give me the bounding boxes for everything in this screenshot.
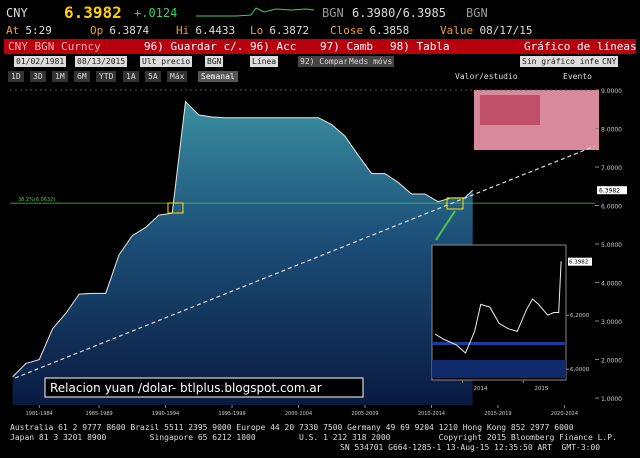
inset-band (432, 360, 566, 378)
price: 6.3982 (64, 3, 122, 22)
last-label: 6.3982 (599, 188, 620, 195)
menu-item[interactable]: 98) Tabla (390, 40, 450, 53)
menu-item[interactable]: 96) Guardar c/. (144, 40, 244, 53)
stat-label: Lo (250, 24, 264, 37)
bid-ask: 6.3980/6.3985 (352, 6, 446, 20)
stat-value: 6.4433 (195, 24, 236, 37)
y-tick-label: 5.0000 (601, 242, 622, 249)
x-tick-label: 2005-2009 (351, 411, 378, 417)
source: BGN (466, 6, 488, 20)
period-button[interactable]: 1A (123, 71, 139, 82)
highlight-box (446, 197, 464, 210)
menu-item[interactable]: 97) Camb (320, 40, 373, 53)
price-line (12, 100, 474, 378)
stat-label: Op (90, 24, 104, 37)
x-tick-label: 2000-2004 (285, 411, 312, 417)
footer-line: Australia 61 2 9777 8600 Brazil 5511 239… (10, 423, 574, 432)
inset-line (434, 261, 562, 354)
input-field[interactable]: Ult precio (140, 56, 193, 67)
lower-chart[interactable]: Sin gráfico inferio (520, 56, 616, 67)
input-field[interactable]: BGN (205, 56, 224, 67)
x-tick-label: 2015-2019 (484, 411, 511, 417)
stat-value: 6.3858 (369, 24, 410, 37)
arrow (435, 210, 456, 241)
y-tick-label: 6.0000 (601, 204, 622, 211)
inset-last-label: 6.3982 (569, 260, 588, 266)
fib-label: 38.2%(6.0632) (18, 197, 55, 203)
footer-line: Japan 81 3 3201 8900 Singapore 65 6212 1… (10, 433, 617, 442)
source: BGN (322, 6, 344, 20)
ticker: CNY (6, 6, 28, 20)
y-tick-label: 8.0000 (601, 127, 622, 134)
inset-last-marker (568, 257, 592, 266)
annotation: Relacion yuan /dolar- btlplus.blogspot.c… (50, 381, 322, 395)
period-button[interactable]: 1M (52, 71, 68, 82)
y-tick-label: 1.0000 (601, 396, 622, 403)
input-field[interactable]: 08/13/2015 (75, 56, 128, 67)
footer-line: SN 534701 G664-1285-1 13-Aug-15 12:35:50… (340, 443, 601, 452)
change: +.0124 (134, 6, 178, 20)
period-button[interactable]: 5A (145, 71, 161, 82)
x-tick-label: 1985-1989 (85, 411, 112, 417)
sparkline (196, 7, 315, 17)
stat-label: Hi (176, 24, 190, 37)
inset-band (432, 342, 566, 345)
highlight-box (167, 202, 184, 214)
inset-chart (431, 244, 567, 381)
stat-value: 6.3874 (109, 24, 150, 37)
y-tick-label: 2.0000 (601, 358, 622, 365)
stat-label: At (6, 24, 20, 37)
input-field[interactable]: 01/02/1981 (14, 56, 67, 67)
x-tick-label: 1990-1994 (152, 411, 179, 417)
chart: 9.0000 8.0000 7.0000 6.0000 5.0000 4.0000 3.00… (10, 85, 627, 417)
security[interactable]: CNY BGN Curncy (8, 40, 101, 53)
stat-label: Value (440, 24, 474, 37)
period-button[interactable]: Máx (167, 71, 188, 82)
y-tick-label: 4.0000 (601, 281, 622, 288)
study-button[interactable]: Valor/estudio (452, 71, 521, 82)
inset-x-tick-label: 2014 (473, 386, 487, 392)
moving-avg[interactable]: Meds móvs (347, 56, 395, 67)
period-selected[interactable]: Semanal (198, 71, 238, 82)
menu-bar: CNY BGN Curncy Gráfico de líneas 96) Gua… (4, 39, 637, 54)
x-tick-label: 2020-2024 (551, 411, 578, 417)
price-area (12, 101, 473, 406)
banknote-image (480, 95, 540, 125)
x-tick-label: 1981-1984 (26, 411, 53, 417)
currency[interactable]: CNY (600, 56, 619, 67)
menu-item[interactable]: 96) Acc (250, 40, 297, 53)
y-tick-label: 7.0000 (601, 165, 622, 172)
event-button[interactable]: Evento (560, 71, 595, 82)
period-button[interactable]: 1D (8, 71, 24, 82)
x-tick-label: 2010-2014 (418, 411, 445, 417)
stat-label: Close (330, 24, 364, 37)
trend-line (14, 145, 596, 379)
period-button[interactable]: 6M (74, 71, 90, 82)
x-tick-label: 1995-1999 (218, 411, 245, 417)
inset-y-tick-label: 6.0000 (570, 367, 590, 373)
period-button[interactable]: 3D (30, 71, 46, 82)
stat-value: 6.3872 (269, 24, 310, 37)
compare[interactable]: 92) Comparar (298, 56, 360, 67)
stat-value: 5:29 (25, 24, 52, 37)
y-tick-label: 9.0000 (601, 88, 622, 95)
period-button[interactable]: YTD (96, 71, 117, 82)
y-tick-label: 3.0000 (601, 319, 622, 326)
last-marker (597, 186, 627, 195)
input-field[interactable]: Línea (250, 56, 279, 67)
annotation-box (44, 377, 364, 398)
stat-value: 08/17/15 (479, 24, 533, 37)
chart-title: Gráfico de líneas (524, 40, 637, 53)
inset-x-tick-label: 2015 (534, 386, 548, 392)
inset-y-tick-label: 6.2000 (570, 313, 590, 319)
